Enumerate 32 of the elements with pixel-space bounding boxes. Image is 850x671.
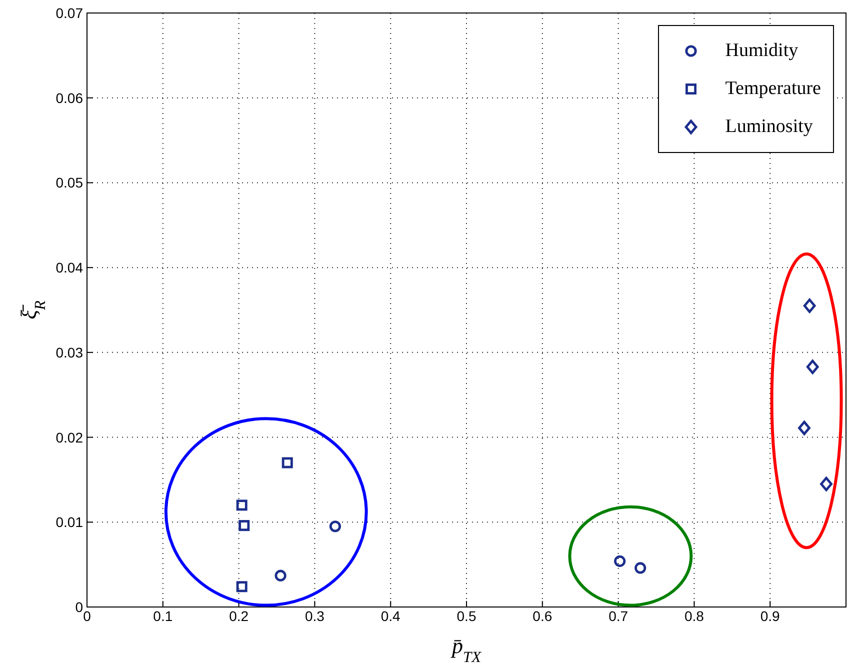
x-axis-title: p̄$_{TX}$ — [450, 633, 482, 666]
point — [282, 457, 293, 468]
point — [238, 520, 250, 532]
legend-label: Temperature — [725, 78, 821, 100]
x-tick-label: 0.3 — [304, 608, 325, 624]
legend-label: Luminosity — [725, 116, 813, 138]
y-tick-label: 0.06 — [56, 90, 84, 106]
x-tick-label: 0.5 — [456, 608, 476, 624]
point — [614, 555, 626, 567]
x-tick-label: 0.9 — [760, 608, 780, 624]
x-tick-label: 0.7 — [608, 608, 628, 624]
y-tick-label: 0.03 — [56, 344, 84, 360]
legend-label: Humidity — [725, 40, 798, 62]
point — [806, 360, 819, 374]
x-tick-label: 0.8 — [684, 608, 704, 624]
y-tick-label: 0.02 — [56, 429, 84, 446]
y-tick-label: 0.01 — [56, 514, 84, 530]
point — [820, 476, 832, 492]
y-tick-label: 0.04 — [56, 260, 84, 276]
point — [236, 500, 248, 511]
point — [803, 298, 816, 313]
point — [236, 581, 248, 592]
x-tick-label: 0.4 — [380, 608, 401, 624]
point — [329, 520, 341, 532]
y-tick-label: 0.07 — [56, 4, 84, 21]
point — [274, 570, 286, 582]
point — [634, 562, 646, 574]
y-tick-label: 0.05 — [56, 174, 84, 191]
x-tick-label: 0.6 — [532, 608, 552, 624]
x-tick-label: 0.1 — [153, 608, 173, 624]
x-tick-label: 0.2 — [229, 608, 249, 624]
point — [798, 420, 810, 436]
